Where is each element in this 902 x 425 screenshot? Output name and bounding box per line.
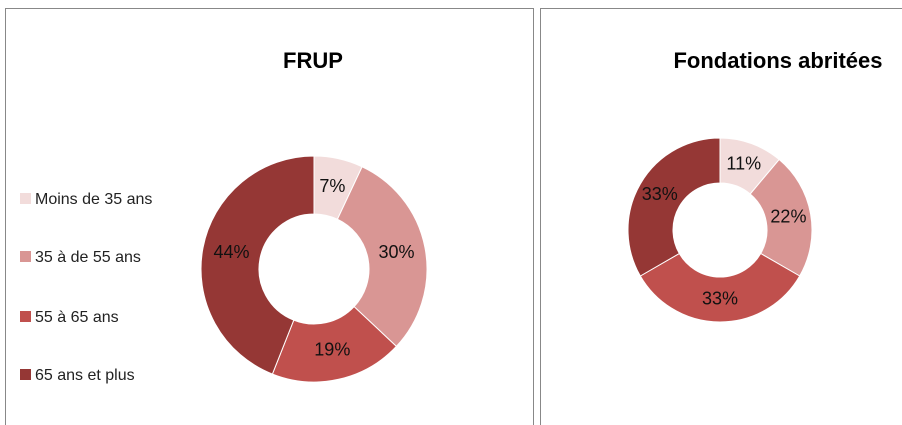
donut-slice <box>749 158 813 277</box>
data-label: 44% <box>213 242 249 262</box>
legend-entry: 55 à 65 ans <box>20 306 170 330</box>
legend-entry: 35 à de 55 ans <box>20 246 170 270</box>
data-label: 19% <box>314 340 350 360</box>
panel-frame <box>540 8 902 425</box>
legend-swatch <box>20 311 31 322</box>
data-label: 30% <box>378 242 414 262</box>
donut-slice <box>639 252 801 323</box>
data-label: 7% <box>319 176 345 196</box>
donut-slice <box>336 166 428 348</box>
legend-label: 35 à de 55 ans <box>35 249 141 266</box>
legend-label: Moins de 35 ans <box>35 191 153 208</box>
legend-label: 65 ans et plus <box>35 367 135 384</box>
chart-title: Fondations abritées <box>673 48 882 73</box>
data-label: 22% <box>770 207 806 227</box>
donut-slice <box>271 305 398 383</box>
legend-label: 55 à 65 ans <box>35 309 119 326</box>
chart-title: FRUP <box>283 48 343 73</box>
legend-swatch <box>20 369 31 380</box>
legend-swatch <box>20 193 31 204</box>
legend-entry: Moins de 35 ans <box>20 188 170 212</box>
data-label: 33% <box>642 184 678 204</box>
legend-entry: 65 ans et plus <box>20 364 170 388</box>
legend-swatch <box>20 251 31 262</box>
data-label: 11% <box>726 153 761 173</box>
donut-slice <box>627 137 721 277</box>
data-label: 33% <box>702 288 738 308</box>
donut-slice <box>200 155 315 375</box>
